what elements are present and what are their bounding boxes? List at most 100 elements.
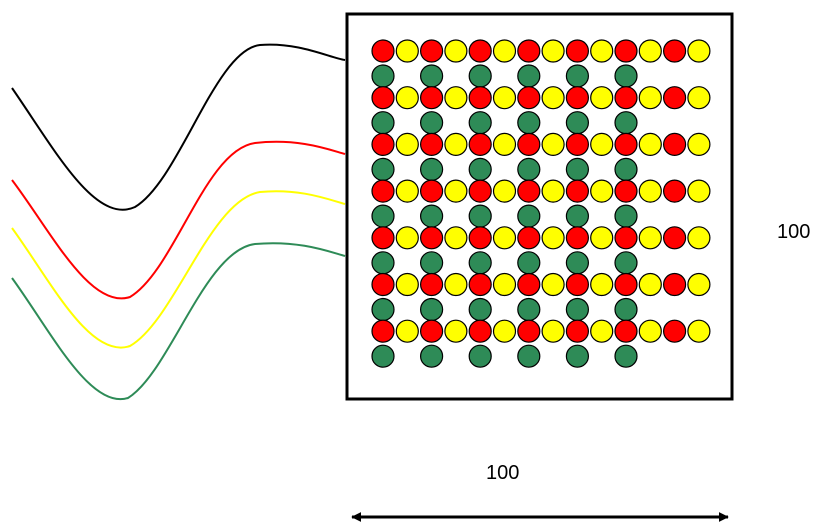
wave-black bbox=[11, 43, 346, 211]
wave-green bbox=[11, 242, 346, 401]
red-dot bbox=[662, 86, 687, 110]
yellow-dot bbox=[492, 226, 517, 250]
green-dot bbox=[420, 344, 444, 368]
green-dot bbox=[371, 157, 395, 181]
red-dot bbox=[468, 132, 492, 156]
green-dot bbox=[517, 64, 541, 88]
green-dot bbox=[371, 297, 395, 322]
red-dot bbox=[614, 226, 638, 250]
yellow-dot bbox=[687, 86, 711, 110]
yellow-dot bbox=[590, 39, 614, 63]
red-dot bbox=[662, 272, 687, 297]
yellow-dot bbox=[541, 226, 565, 250]
red-dot bbox=[517, 226, 541, 250]
yellow-dot bbox=[638, 132, 662, 156]
red-dot bbox=[420, 179, 444, 203]
red-dot bbox=[371, 132, 395, 156]
red-dot bbox=[517, 132, 541, 156]
red-dot bbox=[468, 179, 492, 203]
green-dot bbox=[614, 251, 638, 275]
green-dot bbox=[420, 204, 444, 228]
red-dot bbox=[371, 272, 395, 297]
red-dot bbox=[614, 86, 638, 110]
red-dot bbox=[468, 226, 492, 250]
yellow-dot bbox=[492, 86, 517, 110]
green-dot bbox=[565, 204, 590, 228]
red-dot bbox=[420, 319, 444, 343]
yellow-dot bbox=[687, 132, 711, 156]
yellow-dot bbox=[444, 86, 468, 110]
red-dot bbox=[662, 226, 687, 250]
red-dot bbox=[468, 272, 492, 297]
wave-red bbox=[11, 140, 346, 300]
red-dot bbox=[371, 86, 395, 110]
green-dot bbox=[614, 297, 638, 322]
wave-yellow bbox=[11, 190, 346, 349]
yellow-dot bbox=[590, 226, 614, 250]
yellow-dot bbox=[444, 132, 468, 156]
red-dot bbox=[565, 132, 590, 156]
green-dot bbox=[371, 64, 395, 88]
yellow-dot bbox=[687, 226, 711, 250]
yellow-dot bbox=[492, 132, 517, 156]
green-dot bbox=[614, 204, 638, 228]
yellow-dot bbox=[541, 132, 565, 156]
yellow-dot bbox=[638, 319, 662, 343]
yellow-dot bbox=[395, 226, 419, 250]
yellow-dot bbox=[590, 319, 614, 343]
red-dot bbox=[614, 179, 638, 203]
red-dot bbox=[420, 272, 444, 297]
yellow-dot bbox=[638, 272, 662, 297]
yellow-dot bbox=[638, 226, 662, 250]
green-dot bbox=[517, 297, 541, 322]
red-dot bbox=[468, 319, 492, 343]
yellow-dot bbox=[638, 39, 662, 63]
yellow-dot bbox=[444, 226, 468, 250]
yellow-dot bbox=[541, 86, 565, 110]
yellow-dot bbox=[590, 272, 614, 297]
dot-grid bbox=[371, 39, 711, 368]
red-dot bbox=[517, 86, 541, 110]
yellow-dot bbox=[492, 39, 517, 63]
red-dot bbox=[662, 39, 687, 63]
yellow-dot bbox=[444, 319, 468, 343]
green-dot bbox=[371, 344, 395, 368]
green-dot bbox=[614, 111, 638, 135]
green-dot bbox=[420, 111, 444, 135]
green-dot bbox=[614, 64, 638, 88]
green-dot bbox=[517, 111, 541, 135]
red-dot bbox=[468, 86, 492, 110]
red-dot bbox=[565, 226, 590, 250]
green-dot bbox=[468, 157, 492, 181]
height-label: 100 bbox=[777, 221, 811, 243]
green-dot bbox=[517, 344, 541, 368]
red-dot bbox=[614, 319, 638, 343]
green-dot bbox=[565, 251, 590, 275]
green-dot bbox=[468, 111, 492, 135]
green-dot bbox=[565, 344, 590, 368]
yellow-dot bbox=[492, 272, 517, 297]
green-dot bbox=[517, 251, 541, 275]
green-dot bbox=[517, 204, 541, 228]
green-dot bbox=[614, 344, 638, 368]
green-dot bbox=[468, 64, 492, 88]
yellow-dot bbox=[541, 179, 565, 203]
red-dot bbox=[517, 179, 541, 203]
red-dot bbox=[371, 179, 395, 203]
green-dot bbox=[420, 64, 444, 88]
green-dot bbox=[468, 251, 492, 275]
red-dot bbox=[662, 319, 687, 343]
red-dot bbox=[565, 319, 590, 343]
red-dot bbox=[371, 39, 395, 63]
red-dot bbox=[565, 272, 590, 297]
yellow-dot bbox=[687, 272, 711, 297]
yellow-dot bbox=[395, 179, 419, 203]
yellow-dot bbox=[395, 319, 419, 343]
red-dot bbox=[420, 86, 444, 110]
yellow-dot bbox=[395, 272, 419, 297]
yellow-dot bbox=[395, 132, 419, 156]
yellow-dot bbox=[638, 179, 662, 203]
red-dot bbox=[565, 86, 590, 110]
green-dot bbox=[420, 157, 444, 181]
